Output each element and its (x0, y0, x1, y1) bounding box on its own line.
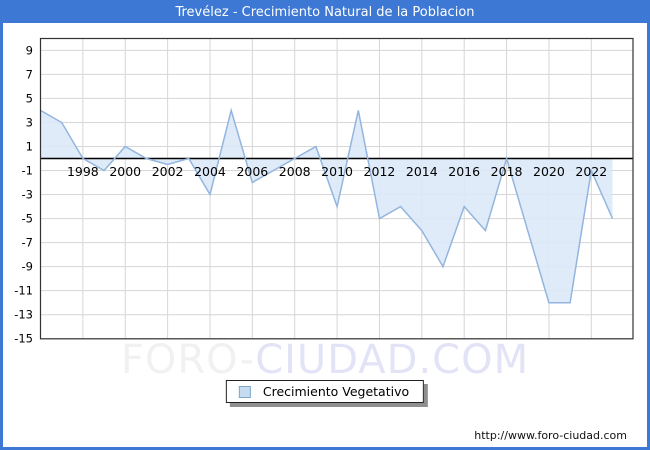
population-growth-chart: 9 7 5 3 1 -1 -3 -5 -7 -9 -11 -13 -15 1998 2000 2002 2004… (14, 37, 634, 346)
x-tick-label: 1998 (67, 164, 99, 179)
legend-label: Crecimiento Vegetativo (262, 384, 410, 399)
y-tick-label: -11 (14, 284, 33, 298)
y-tick-label: -7 (22, 236, 33, 250)
y-tick-label: 7 (26, 67, 33, 81)
chart-title: Trevélez - Crecimiento Natural de la Pob… (175, 5, 475, 20)
y-tick-label: -9 (22, 260, 33, 274)
x-tick-label: 2004 (194, 164, 226, 179)
x-tick-label: 2010 (321, 164, 353, 179)
x-tick-label: 2012 (364, 164, 396, 179)
y-tick-label: -1 (22, 164, 33, 178)
y-tick-label: -15 (14, 332, 33, 346)
site-url-link[interactable]: http://www.foro-ciudad.com (474, 429, 627, 442)
series-line (40, 107, 614, 304)
x-tick-label: 2008 (279, 164, 311, 179)
y-tick-label: -13 (14, 308, 33, 322)
x-tick-label: 2020 (533, 164, 565, 179)
y-tick-label: 1 (26, 139, 33, 153)
y-tick-label: 3 (26, 115, 33, 129)
y-tick-label: -3 (22, 188, 33, 202)
legend-swatch-icon (238, 385, 251, 398)
x-tick-label: 2000 (109, 164, 141, 179)
x-tick-label: 2016 (448, 164, 480, 179)
x-tick-label: 2002 (152, 164, 184, 179)
x-tick-label: 2022 (575, 164, 607, 179)
x-tick-label: 2006 (236, 164, 268, 179)
y-tick-label: 9 (26, 43, 33, 57)
x-tick-label: 2014 (406, 164, 438, 179)
chart-title-bar: Trevélez - Crecimiento Natural de la Pob… (3, 3, 647, 23)
legend: Crecimiento Vegetativo (225, 380, 425, 403)
y-tick-label: -5 (22, 212, 33, 226)
series-area (40, 110, 613, 303)
plot-border (39, 37, 634, 340)
x-tick-label: 2018 (491, 164, 523, 179)
y-tick-label: 5 (26, 91, 33, 105)
